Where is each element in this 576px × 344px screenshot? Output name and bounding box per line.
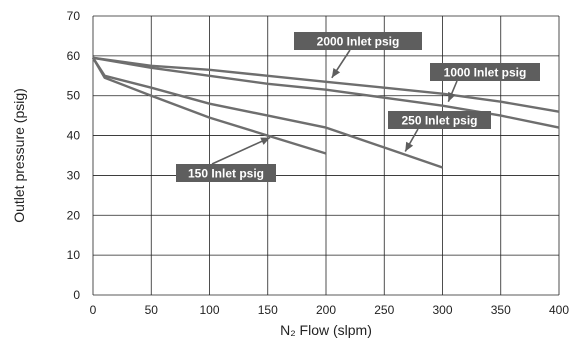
grid bbox=[93, 16, 559, 295]
annotation-arrowhead bbox=[332, 68, 340, 78]
x-tick-label: 50 bbox=[145, 303, 159, 317]
x-tick-label: 0 bbox=[90, 303, 97, 317]
y-axis-title: Outlet pressure (psig) bbox=[11, 88, 27, 223]
x-tick-label: 350 bbox=[491, 303, 511, 317]
x-axis-title: N₂ Flow (slpm) bbox=[280, 322, 372, 338]
y-tick-label: 0 bbox=[73, 288, 80, 302]
y-tick-label: 30 bbox=[67, 168, 81, 182]
y-tick-label: 60 bbox=[67, 49, 81, 63]
x-tick-label: 100 bbox=[199, 303, 219, 317]
annotation-label-text: 1000 Inlet psig bbox=[444, 66, 527, 80]
x-tick-label: 300 bbox=[432, 303, 452, 317]
x-tick-label: 150 bbox=[258, 303, 278, 317]
y-tick-label: 20 bbox=[67, 208, 81, 222]
y-tick-label: 50 bbox=[67, 89, 81, 103]
annotation-label-text: 150 Inlet psig bbox=[188, 167, 264, 181]
x-tick-label: 200 bbox=[316, 303, 336, 317]
y-tick-label: 70 bbox=[67, 9, 81, 23]
tick-labels: 0 50 100 150 200 250 300 350 400 0 10 20 30 40 50 60 70 bbox=[67, 9, 570, 317]
annotation-arrows bbox=[212, 50, 457, 164]
annotation-label-text: 2000 Inlet psig bbox=[317, 35, 400, 49]
x-tick-label: 250 bbox=[374, 303, 394, 317]
annotation-label-text: 250 Inlet psig bbox=[401, 114, 477, 128]
annotation-arrow-line bbox=[212, 138, 270, 164]
y-tick-label: 40 bbox=[67, 129, 81, 143]
y-tick-label: 10 bbox=[67, 248, 81, 262]
x-tick-label: 400 bbox=[549, 303, 569, 317]
